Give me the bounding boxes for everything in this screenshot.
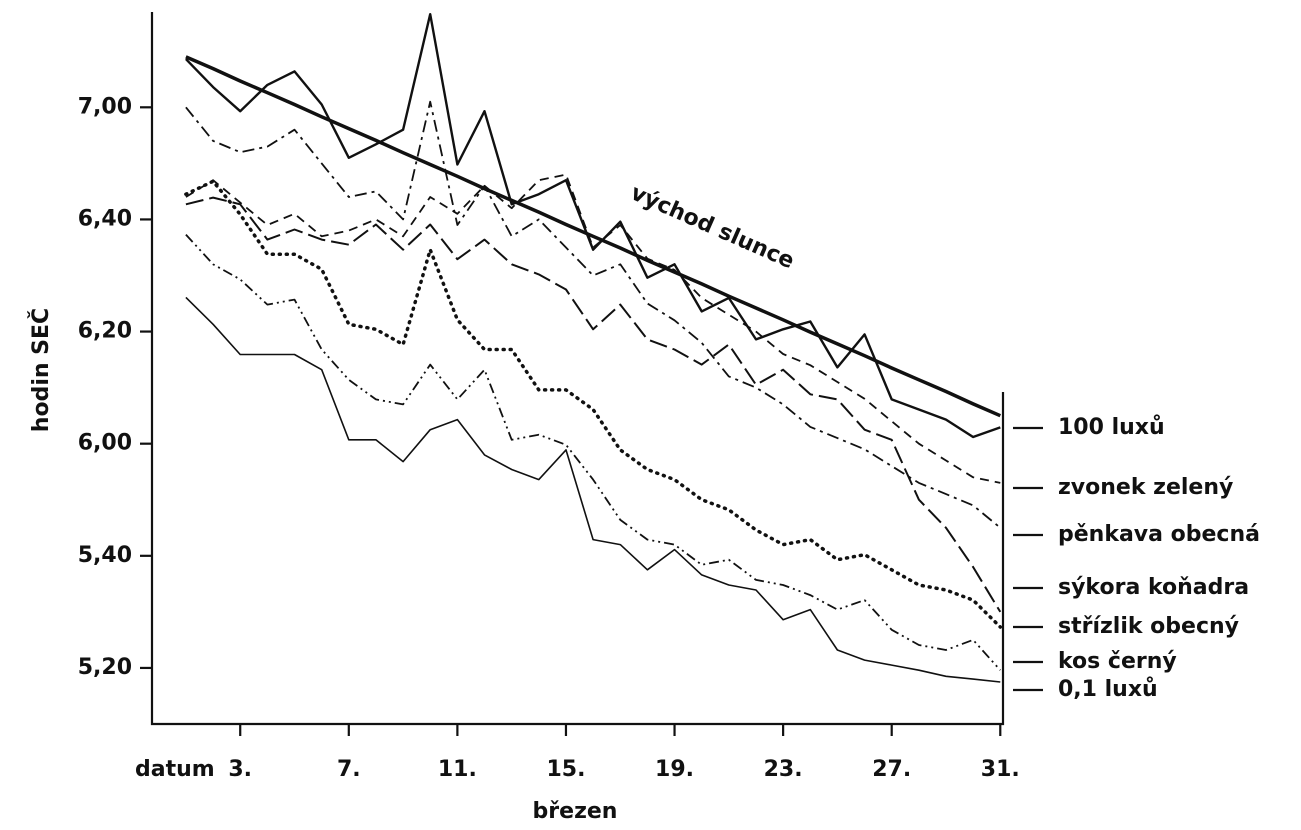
series-line xyxy=(184,179,1003,629)
legend-label: pěnkava obecná xyxy=(1058,522,1260,547)
legend-label: 100 luxů xyxy=(1058,415,1165,440)
legend-label: 0,1 luxů xyxy=(1058,677,1158,702)
x-axis-prefix: datum xyxy=(135,757,215,782)
x-tick-label: 31. xyxy=(981,757,1020,782)
x-tick-label: 27. xyxy=(872,757,911,782)
y-tick-label: 7,00 xyxy=(78,94,132,119)
y-tick-label: 5,20 xyxy=(78,655,132,680)
x-tick-label: 15. xyxy=(546,757,585,782)
x-tick-label: 11. xyxy=(438,757,477,782)
legend-label: střízlik obecný xyxy=(1058,614,1239,639)
series-line xyxy=(185,55,1001,418)
x-tick-label: 7. xyxy=(337,757,361,782)
y-tick-label: 6,20 xyxy=(78,319,132,344)
series-line xyxy=(185,13,1001,439)
y-tick-label: 5,40 xyxy=(78,543,132,568)
series-line xyxy=(185,173,1001,484)
series-line xyxy=(185,296,1001,683)
axis-frame xyxy=(150,12,1005,726)
x-axis-label: březen xyxy=(533,799,618,824)
legend-label: kos černý xyxy=(1058,649,1177,674)
series-line xyxy=(185,196,1002,613)
series-line xyxy=(185,100,1001,529)
x-tick-label: 3. xyxy=(228,757,252,782)
x-tick-label: 23. xyxy=(764,757,803,782)
y-tick-label: 6,00 xyxy=(78,431,132,456)
legend-label: zvonek zelený xyxy=(1058,475,1233,500)
series-line xyxy=(185,233,1001,671)
y-axis-label: hodin SEČ xyxy=(28,308,54,432)
y-tick-label: 6,40 xyxy=(78,206,132,231)
x-tick-label: 19. xyxy=(655,757,694,782)
legend-label: sýkora koňadra xyxy=(1058,575,1249,600)
